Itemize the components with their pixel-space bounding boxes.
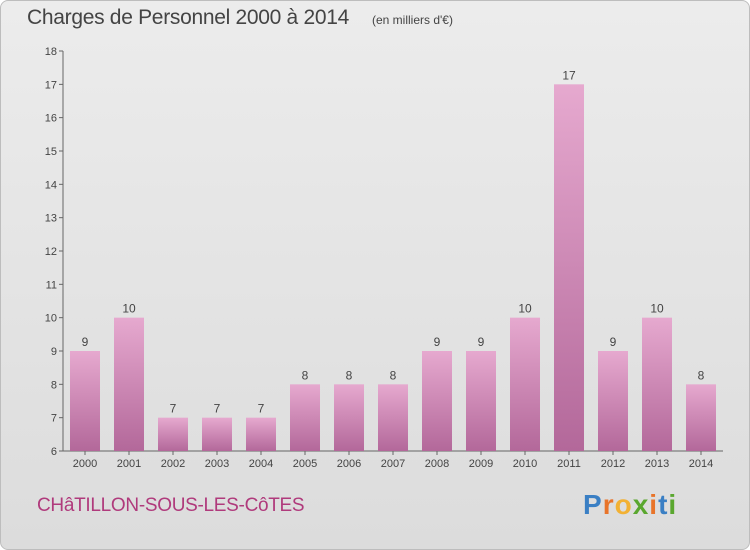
data-label: 9 — [434, 335, 441, 349]
x-tick-label: 2010 — [513, 458, 537, 470]
logo-letter: i — [649, 489, 659, 520]
logo-letter: t — [658, 489, 669, 520]
y-tick-label: 6 — [51, 446, 57, 458]
logo-letter: P — [583, 489, 603, 520]
bar — [246, 417, 276, 451]
data-label: 7 — [214, 402, 221, 416]
bar — [466, 351, 496, 451]
x-tick-label: 2003 — [205, 458, 229, 470]
bar — [554, 84, 584, 451]
chart-title: Charges de Personnel 2000 à 2014 — [27, 6, 349, 29]
bar — [290, 384, 320, 451]
logo-letter: i — [668, 489, 678, 520]
bar — [686, 384, 716, 451]
x-tick-label: 2011 — [557, 458, 581, 470]
data-label: 7 — [258, 402, 265, 416]
data-label: 10 — [518, 302, 532, 316]
y-tick-label: 14 — [45, 179, 57, 191]
x-tick-label: 2013 — [645, 458, 669, 470]
y-tick-label: 13 — [45, 213, 57, 225]
bar — [334, 384, 364, 451]
x-tick-label: 2006 — [337, 458, 361, 470]
data-label: 17 — [562, 68, 576, 82]
bar — [114, 317, 144, 451]
x-tick-label: 2001 — [117, 458, 141, 470]
data-label: 8 — [698, 368, 705, 382]
y-tick-label: 17 — [45, 79, 57, 91]
bar — [158, 417, 188, 451]
x-tick-label: 2004 — [249, 458, 273, 470]
y-tick-label: 12 — [45, 246, 57, 258]
logo-letter: x — [632, 489, 650, 520]
proxiti-logo: Proxiti — [583, 489, 677, 521]
y-tick-label: 7 — [51, 413, 57, 425]
logo-letter: o — [614, 489, 633, 520]
bar — [422, 351, 452, 451]
data-label: 10 — [122, 302, 136, 316]
x-tick-label: 2009 — [469, 458, 493, 470]
data-label: 9 — [478, 335, 485, 349]
y-tick-label: 15 — [45, 146, 57, 158]
bar — [642, 317, 672, 451]
data-label: 9 — [82, 335, 89, 349]
y-tick-label: 8 — [51, 379, 57, 391]
y-tick-label: 9 — [51, 346, 57, 358]
data-label: 7 — [170, 402, 177, 416]
x-tick-label: 2000 — [73, 458, 97, 470]
data-label: 8 — [390, 368, 397, 382]
x-tick-label: 2008 — [425, 458, 449, 470]
x-tick-label: 2005 — [293, 458, 317, 470]
x-tick-label: 2007 — [381, 458, 405, 470]
logo-letter: r — [602, 489, 615, 520]
commune-name: CHâTILLON-SOUS-LES-CôTES — [37, 495, 305, 516]
bar — [598, 351, 628, 451]
bar — [202, 417, 232, 451]
x-tick-label: 2002 — [161, 458, 185, 470]
data-label: 8 — [346, 368, 353, 382]
data-label: 9 — [610, 335, 617, 349]
y-tick-label: 16 — [45, 113, 57, 125]
x-tick-label: 2014 — [689, 458, 713, 470]
y-tick-label: 18 — [45, 46, 57, 58]
data-label: 10 — [650, 302, 664, 316]
data-label: 8 — [302, 368, 309, 382]
x-tick-label: 2012 — [601, 458, 625, 470]
y-tick-label: 10 — [45, 313, 57, 325]
chart-subtitle: (en milliers d'€) — [372, 13, 453, 27]
bar — [510, 317, 540, 451]
y-tick-label: 11 — [46, 279, 57, 291]
bar — [378, 384, 408, 451]
bar — [70, 351, 100, 451]
